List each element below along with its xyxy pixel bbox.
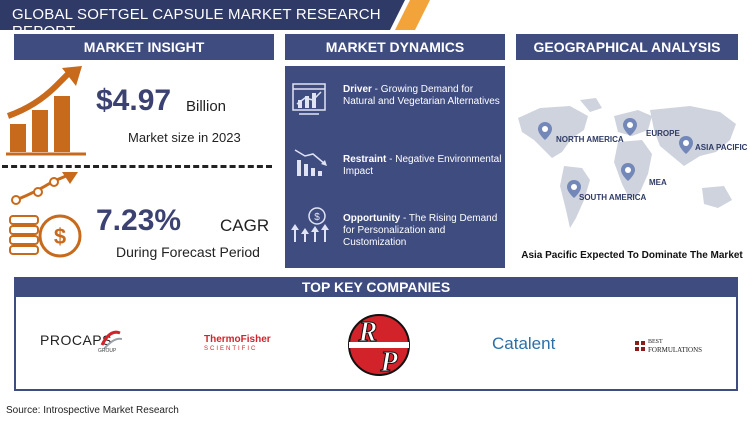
market-dynamics-panel: Driver - Growing Demand for Natural and … — [285, 66, 505, 268]
region-label-asia-pacific: ASIA PACIFIC — [695, 143, 748, 152]
market-insight-header: MARKET INSIGHT — [14, 34, 274, 60]
rp-letter-p: P — [379, 347, 398, 377]
cagr-value: 7.23% — [96, 204, 182, 237]
region-label-mea: MEA — [649, 178, 667, 187]
thermofisher-logo: ThermoFisher SCIENTIFIC — [204, 335, 271, 353]
location-pin-icon — [623, 118, 637, 136]
best-formulations-mark-icon — [635, 341, 645, 351]
location-pin-icon — [538, 122, 552, 140]
market-size-unit: Billion — [186, 98, 227, 115]
asia-shape — [650, 106, 736, 166]
dollar-coins-icon: $ — [9, 172, 82, 258]
australia-shape — [702, 186, 732, 208]
procaps-logo: PROCAPS GROUP — [40, 330, 122, 354]
world-map — [518, 98, 736, 228]
market-dynamics-header: MARKET DYNAMICS — [285, 34, 505, 60]
procaps-group-text: GROUP — [98, 348, 117, 354]
catalent-logo: Catalent — [492, 334, 556, 353]
region-label-north-america: NORTH AMERICA — [556, 135, 624, 144]
location-pin-icon — [621, 163, 635, 181]
growth-bars-icon — [6, 66, 86, 156]
rp-scherer-logo: R P — [348, 314, 410, 377]
cagr-label: During Forecast Period — [116, 244, 260, 260]
region-label-south-america: SOUTH AMERICA — [579, 193, 647, 202]
top-key-companies-header: TOP KEY COMPANIES — [14, 277, 738, 297]
market-size-value: $4.97 — [96, 84, 172, 117]
dynamics-restraint: Restraint - Negative Environmental Impac… — [291, 144, 501, 194]
geographical-analysis-header: GEOGRAPHICAL ANALYSIS — [516, 34, 738, 60]
dynamics-driver: Driver - Growing Demand for Natural and … — [291, 82, 501, 132]
decline-chart-icon — [294, 149, 327, 176]
dynamics-opportunity: $ Opportunity - The Rising Demand for Pe… — [291, 206, 501, 256]
thermofisher-top-text: ThermoFisher — [204, 334, 271, 345]
growth-chart-icon — [292, 83, 326, 115]
divider — [2, 165, 272, 168]
geo-caption: Asia Pacific Expected To Dominate The Ma… — [521, 250, 743, 261]
market-size-label: Market size in 2023 — [128, 130, 241, 145]
procaps-logo-text: PROCAPS — [40, 332, 112, 348]
procaps-swoosh-icon — [100, 330, 122, 350]
title-banner-shape — [0, 0, 430, 30]
location-pin-icon — [567, 180, 581, 198]
region-label-europe: EUROPE — [646, 129, 680, 138]
best-bottom-text: FORMULATIONS — [648, 346, 703, 354]
source-note: Source: Introspective Market Research — [6, 405, 179, 416]
opportunity-icon: $ — [291, 207, 329, 242]
opportunity-text: - The Rising Demand for Personalization … — [343, 213, 498, 248]
driver-text: - Growing Demand for Natural and Vegetar… — [343, 84, 500, 107]
report-title-bar: GLOBAL SOFTGEL CAPSULE MARKET RESEARCH R… — [0, 0, 430, 40]
greenland-shape — [580, 98, 602, 112]
restraint-text: - Negative Environmental Impact — [343, 154, 502, 177]
driver-title: Driver — [343, 84, 372, 95]
best-top-text: BEST — [648, 339, 663, 345]
rp-letter-r: R — [358, 317, 378, 348]
north-america-shape — [518, 106, 588, 158]
thermofisher-bottom-text: SCIENTIFIC — [204, 346, 258, 352]
restraint-title: Restraint — [343, 154, 387, 165]
location-pin-icon — [679, 136, 693, 154]
svg-text:$: $ — [314, 212, 320, 223]
svg-text:$: $ — [54, 224, 66, 249]
opportunity-title: Opportunity — [343, 213, 401, 224]
cagr-unit: CAGR — [220, 216, 270, 235]
